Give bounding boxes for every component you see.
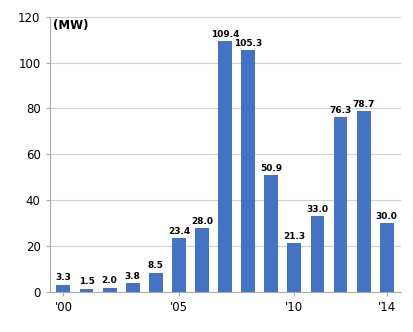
Bar — [172, 238, 186, 292]
Bar — [126, 284, 140, 292]
Text: 28.0: 28.0 — [191, 216, 213, 225]
Text: (MW): (MW) — [53, 19, 88, 32]
Bar — [357, 112, 370, 292]
Text: 3.3: 3.3 — [55, 273, 71, 282]
Bar — [241, 50, 255, 292]
Text: 30.0: 30.0 — [376, 212, 398, 221]
Bar — [195, 228, 209, 292]
Bar — [287, 243, 301, 292]
Bar — [264, 175, 278, 292]
Bar — [334, 117, 347, 292]
Bar — [57, 285, 70, 292]
Bar — [380, 223, 394, 292]
Text: 23.4: 23.4 — [168, 227, 190, 236]
Text: 1.5: 1.5 — [78, 278, 95, 287]
Text: 78.7: 78.7 — [352, 100, 375, 109]
Text: 21.3: 21.3 — [283, 232, 306, 241]
Text: 2.0: 2.0 — [102, 276, 117, 285]
Bar — [218, 41, 232, 292]
Bar — [311, 216, 324, 292]
Bar — [80, 289, 93, 292]
Text: 33.0: 33.0 — [306, 205, 328, 214]
Bar — [149, 273, 163, 292]
Text: 8.5: 8.5 — [148, 261, 164, 270]
Text: 105.3: 105.3 — [234, 39, 262, 48]
Text: 50.9: 50.9 — [260, 164, 282, 173]
Text: 76.3: 76.3 — [330, 106, 352, 115]
Bar — [103, 288, 116, 292]
Text: 109.4: 109.4 — [211, 30, 240, 39]
Text: 3.8: 3.8 — [125, 272, 141, 281]
